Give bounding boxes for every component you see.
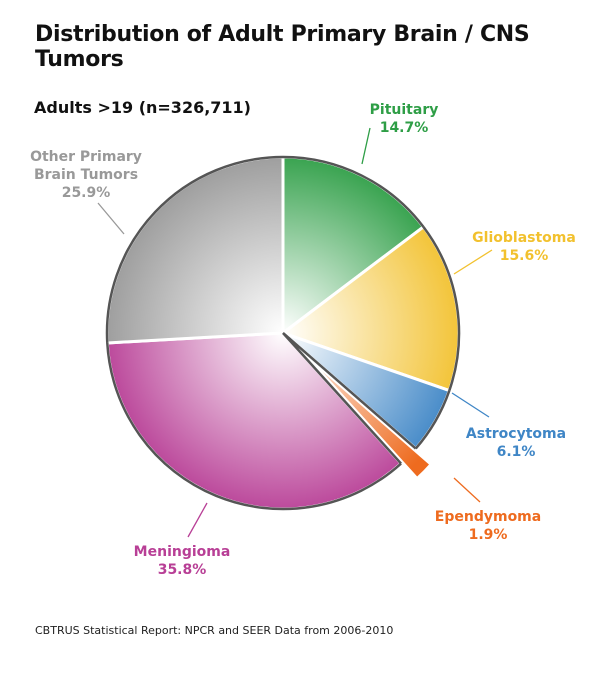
leader-line <box>453 477 481 503</box>
slice-label-meningioma: Meningioma 35.8% <box>134 544 231 578</box>
pie-outline-arc <box>422 226 461 391</box>
pie-outline-arc <box>282 155 425 228</box>
slice-label-other-primary-brain-tumors: Other Primary Brain Tumors 25.9% <box>30 149 142 201</box>
slice-value-label: 6.1% <box>497 444 536 460</box>
slice-label-ependymoma: Ependymoma 1.9% <box>435 509 541 543</box>
slice-label-astrocytoma: Astrocytoma 6.1% <box>466 426 566 460</box>
pie-slice-other-primary-brain-tumors <box>105 155 285 345</box>
pie-outline-arc <box>105 155 284 344</box>
slice-label-pituitary: Pituitary 14.7% <box>370 102 439 136</box>
chart-title: Distribution of Adult Primary Brain / CN… <box>35 22 530 72</box>
source-note: CBTRUS Statistical Report: NPCR and SEER… <box>35 624 394 637</box>
slice-value-label: 35.8% <box>158 562 207 578</box>
leader-line <box>453 249 493 275</box>
pie-slice-ependymoma <box>302 352 433 481</box>
leader-line <box>451 392 490 418</box>
slice-value-label: 14.7% <box>380 120 429 136</box>
slice-value-label: 1.9% <box>469 527 508 543</box>
slice-value-label: 15.6% <box>500 248 549 264</box>
pie-outline-arc <box>106 342 402 511</box>
leader-line <box>361 127 371 165</box>
pie-outline-arc <box>414 390 451 450</box>
chart-subtitle: Adults >19 (n=326,711) <box>34 98 251 117</box>
leader-line <box>187 502 208 538</box>
slice-label-glioblastoma: Glioblastoma 15.6% <box>472 230 576 264</box>
pie-explode-notch <box>282 332 417 465</box>
slice-value-label: 25.9% <box>62 185 111 201</box>
leader-line <box>97 202 125 235</box>
